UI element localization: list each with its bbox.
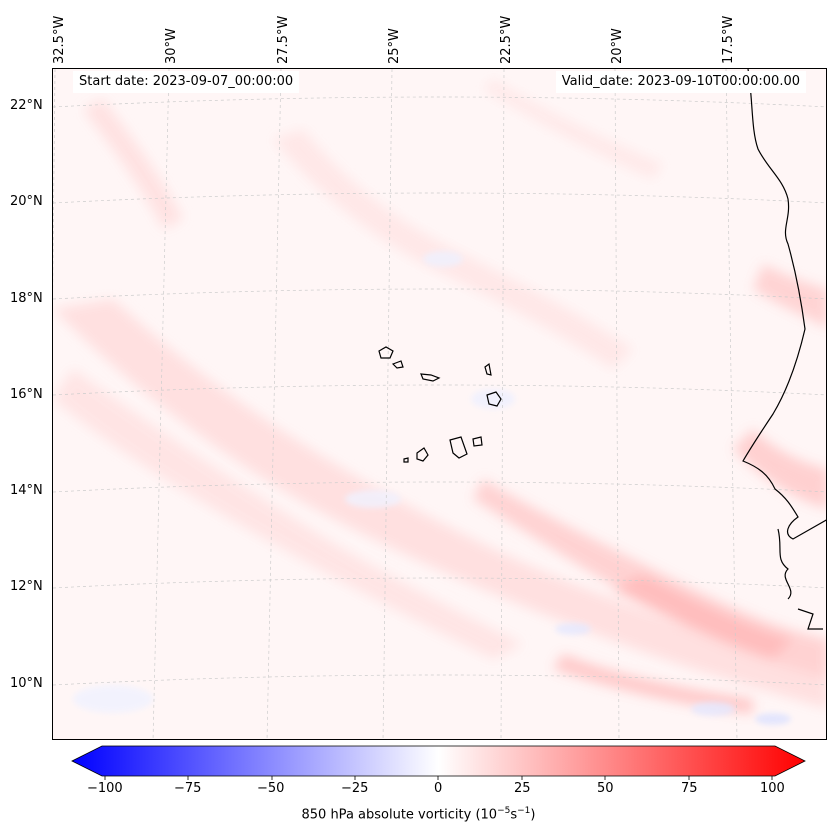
coastline: [742, 69, 826, 630]
negative-vorticity-patches: [73, 251, 791, 725]
lon-label-30w: 30°W: [164, 28, 179, 64]
gridline-12n: [53, 577, 826, 589]
lon-label-22-5w: 22.5°W: [499, 15, 514, 64]
colorbar-title-mid: s: [510, 807, 518, 823]
cape-verde-islands: [378, 346, 502, 463]
lat-label-12n: 12°N: [10, 579, 43, 594]
colorbar-title-suffix: ): [530, 807, 536, 823]
colorbar-title-exp1: −5: [497, 806, 511, 816]
island-fogo: [416, 447, 429, 462]
start-date-label: Start date: 2023-09-07_00:00:00: [73, 71, 300, 93]
colorbar-tick-25: 25: [514, 781, 531, 796]
graticule: [53, 69, 826, 739]
gridline-14n: [53, 481, 826, 493]
lon-label-25w: 25°W: [387, 28, 402, 64]
gridline-20n: [53, 192, 826, 204]
lat-label-10n: 10°N: [10, 676, 43, 691]
island-sao-nicolau: [420, 373, 441, 382]
lat-label-16n: 16°N: [10, 387, 43, 402]
island-santo-antao: [378, 346, 394, 359]
colorbar-tick-0: 0: [434, 781, 443, 796]
colorbar-ticks: [104, 776, 773, 780]
colorbar: [71, 745, 806, 780]
island-santiago: [449, 436, 468, 459]
gridline-22-5w: [500, 69, 505, 739]
lat-label-20n: 20°N: [10, 194, 43, 209]
africa-coast: [742, 69, 826, 540]
gridline-27-5w: [266, 69, 282, 739]
colorbar-tick-neg50: −50: [257, 781, 285, 796]
vorticity-map: Start date: 2023-09-07_00:00:00 Valid_da…: [52, 68, 827, 740]
lon-label-17-5w: 17.5°W: [721, 15, 736, 64]
lon-label-20w: 20°W: [610, 28, 625, 64]
island-sal: [484, 362, 492, 376]
gridline-10n: [53, 674, 826, 686]
gridline-16n: [53, 384, 826, 396]
island-sao-vicente: [391, 360, 404, 369]
gridline-20w: [614, 69, 620, 739]
colorbar-tick-neg100: −100: [87, 781, 123, 796]
island-boa-vista: [486, 391, 502, 407]
lat-label-22n: 22°N: [10, 98, 43, 113]
colorbar-gradient: [71, 745, 806, 777]
gridline-30w: [152, 69, 170, 739]
island-brava: [403, 457, 409, 463]
gridline-17-5w: [725, 69, 738, 739]
colorbar-tick-75: 75: [681, 781, 698, 796]
map-canvas: [53, 69, 826, 739]
lon-label-27-5w: 27.5°W: [276, 15, 291, 64]
valid-date-label: Valid_date: 2023-09-10T00:00:00.00: [555, 71, 806, 93]
gridline-18n: [53, 288, 826, 300]
vorticity-shading: [53, 79, 826, 714]
island-maio: [472, 436, 483, 447]
lon-label-32-5w: 32.5°W: [52, 15, 67, 64]
gridline-25w: [382, 69, 393, 739]
guinea-coast: [797, 608, 823, 630]
colorbar-tick-neg25: −25: [341, 781, 369, 796]
colorbar-tick-neg75: −75: [174, 781, 202, 796]
colorbar-title-prefix: 850 hPa absolute vorticity (10: [301, 807, 498, 823]
lat-label-14n: 14°N: [10, 483, 43, 498]
colorbar-title: 850 hPa absolute vorticity (10−5s−1): [0, 806, 837, 822]
colorbar-title-exp2: −1: [517, 806, 531, 816]
lat-label-18n: 18°N: [10, 291, 43, 306]
colorbar-tick-50: 50: [597, 781, 614, 796]
gridline-22n: [53, 96, 826, 108]
colorbar-tick-100: 100: [760, 781, 785, 796]
senegal-coast: [777, 528, 792, 600]
